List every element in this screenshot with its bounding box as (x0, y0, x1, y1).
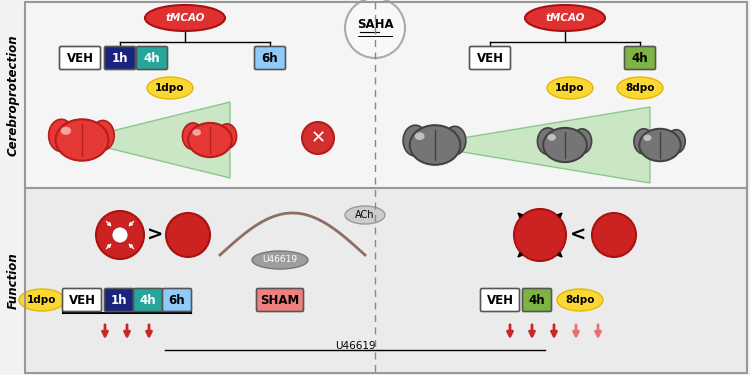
Ellipse shape (639, 129, 681, 161)
Ellipse shape (557, 289, 603, 311)
FancyBboxPatch shape (481, 288, 520, 312)
Text: SAHA: SAHA (357, 18, 393, 30)
Ellipse shape (547, 77, 593, 99)
FancyBboxPatch shape (470, 46, 511, 69)
Text: 8dpo: 8dpo (626, 83, 655, 93)
Ellipse shape (56, 119, 109, 161)
Ellipse shape (543, 128, 586, 162)
Ellipse shape (252, 251, 308, 269)
Text: <: < (570, 225, 586, 245)
FancyBboxPatch shape (163, 288, 191, 312)
Ellipse shape (668, 130, 686, 153)
Ellipse shape (345, 206, 385, 224)
Text: Cerebroprotection: Cerebroprotection (7, 34, 20, 156)
Text: 1dpo: 1dpo (155, 83, 184, 93)
Bar (25, 2, 747, 187)
Ellipse shape (61, 127, 71, 135)
FancyBboxPatch shape (254, 46, 286, 69)
Text: VEH: VEH (67, 51, 94, 64)
Text: ✕: ✕ (310, 129, 326, 147)
FancyBboxPatch shape (62, 288, 101, 312)
Circle shape (345, 0, 405, 58)
Circle shape (112, 227, 128, 243)
Polygon shape (420, 107, 650, 183)
Text: >: > (147, 225, 164, 245)
Ellipse shape (538, 128, 558, 154)
Text: Function: Function (7, 253, 20, 309)
Text: 6h: 6h (262, 51, 278, 64)
Ellipse shape (525, 5, 605, 31)
Circle shape (96, 211, 144, 259)
FancyBboxPatch shape (625, 46, 656, 69)
Ellipse shape (188, 123, 232, 157)
Ellipse shape (145, 5, 225, 31)
Ellipse shape (415, 132, 424, 140)
Text: SHAM: SHAM (260, 294, 299, 306)
Ellipse shape (19, 289, 65, 311)
Text: VEH: VEH (476, 51, 503, 64)
Text: 4h: 4h (529, 294, 545, 306)
Text: tMCAO: tMCAO (545, 13, 585, 23)
Text: 4h: 4h (144, 51, 160, 64)
Ellipse shape (548, 134, 556, 141)
Text: 4h: 4h (140, 294, 156, 306)
FancyBboxPatch shape (104, 46, 136, 69)
Ellipse shape (410, 125, 460, 165)
FancyBboxPatch shape (256, 288, 304, 312)
Ellipse shape (617, 77, 663, 99)
FancyBboxPatch shape (59, 46, 100, 69)
Circle shape (302, 122, 334, 154)
Text: ACh: ACh (356, 210, 375, 220)
Circle shape (514, 209, 566, 261)
Text: 1h: 1h (112, 51, 128, 64)
Ellipse shape (92, 120, 114, 150)
Ellipse shape (217, 124, 236, 148)
Polygon shape (75, 102, 230, 178)
Text: U46619: U46619 (262, 255, 298, 264)
Bar (25, 188, 747, 373)
FancyBboxPatch shape (136, 46, 167, 69)
Text: VEH: VEH (68, 294, 95, 306)
FancyBboxPatch shape (523, 288, 551, 312)
FancyBboxPatch shape (104, 288, 134, 312)
Text: 1dpo: 1dpo (27, 295, 57, 305)
Ellipse shape (572, 129, 592, 153)
Ellipse shape (193, 129, 201, 136)
Ellipse shape (182, 123, 203, 150)
Text: 8dpo: 8dpo (566, 295, 595, 305)
Text: 1dpo: 1dpo (555, 83, 585, 93)
Ellipse shape (147, 77, 193, 99)
Circle shape (166, 213, 210, 257)
Text: 1h: 1h (111, 294, 128, 306)
Ellipse shape (644, 135, 652, 141)
Text: tMCAO: tMCAO (165, 13, 205, 23)
Text: VEH: VEH (487, 294, 514, 306)
Text: 6h: 6h (169, 294, 185, 306)
Ellipse shape (634, 129, 654, 154)
Ellipse shape (49, 119, 74, 152)
Text: U46619: U46619 (334, 341, 375, 351)
Text: 4h: 4h (632, 51, 648, 64)
Ellipse shape (403, 125, 427, 156)
Circle shape (592, 213, 636, 257)
FancyBboxPatch shape (134, 288, 163, 312)
Ellipse shape (444, 126, 466, 155)
